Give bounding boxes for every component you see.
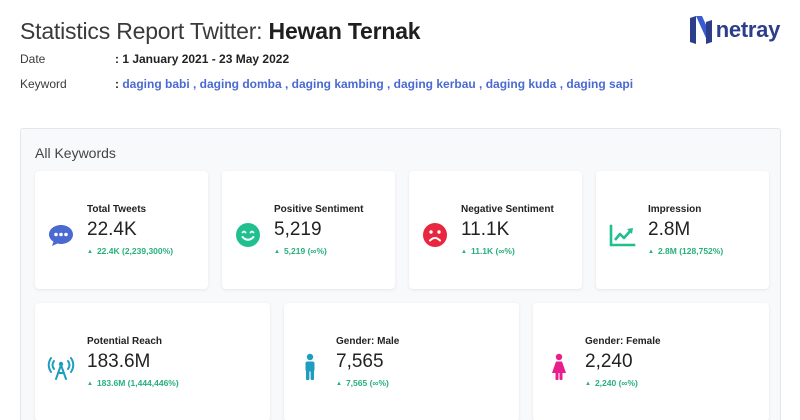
caret-up-icon: ▲ xyxy=(336,381,342,387)
keyword-label: Keyword xyxy=(20,77,67,91)
stat-delta: ▲ 11.1K (∞%) xyxy=(461,246,515,256)
page-title: Statistics Report Twitter: Hewan Ternak xyxy=(20,18,421,45)
stat-value: 5,219 xyxy=(274,219,322,240)
chat-bubble-icon xyxy=(49,225,73,246)
keyword-colon: : xyxy=(115,77,123,91)
date-label: Date xyxy=(20,52,46,66)
stat-label: Gender: Female xyxy=(585,336,661,347)
caret-up-icon: ▲ xyxy=(461,249,467,255)
stat-delta-text: 2,240 (∞%) xyxy=(594,378,638,388)
stat-card-negative-sentiment: Negative Sentiment 11.1K ▲ 11.1K (∞%) xyxy=(409,171,582,289)
stat-card-gender-male: Gender: Male 7,565 ▲ 7,565 (∞%) xyxy=(284,303,519,420)
broadcast-tower-icon xyxy=(47,357,75,380)
logo-text: netray xyxy=(715,17,781,42)
stat-delta: ▲ 7,565 (∞%) xyxy=(336,378,389,388)
caret-up-icon: ▲ xyxy=(648,249,654,255)
stat-value: 183.6M xyxy=(87,351,151,372)
smiley-icon xyxy=(236,223,260,247)
stat-delta: ▲ 5,219 (∞%) xyxy=(274,246,327,256)
stat-delta: ▲ 22.4K (2,239,300%) xyxy=(87,246,173,256)
trend-chart-icon xyxy=(609,224,636,247)
stat-delta-text: 2.8M (128,752%) xyxy=(657,246,724,256)
stat-delta-text: 7,565 (∞%) xyxy=(345,378,389,388)
stat-label: Gender: Male xyxy=(336,336,400,347)
title-prefix: Statistics Report Twitter: xyxy=(20,18,269,44)
caret-up-icon: ▲ xyxy=(87,381,93,387)
panel-title: All Keywords xyxy=(35,145,116,161)
stat-delta: ▲ 2.8M (128,752%) xyxy=(648,246,723,256)
caret-up-icon: ▲ xyxy=(274,249,280,255)
stat-value: 2,240 xyxy=(585,351,633,372)
stat-card-potential-reach: Potential Reach 183.6M ▲ 183.6M (1,444,44… xyxy=(35,303,270,420)
all-keywords-panel: All Keywords Total Tweets 22.4K ▲ 22.4K (… xyxy=(20,128,781,420)
keyword-value-wrap: : daging babi , daging domba , daging ka… xyxy=(115,77,633,91)
stat-value: 7,565 xyxy=(336,351,384,372)
stat-label: Potential Reach xyxy=(87,336,163,347)
male-icon xyxy=(305,353,315,380)
date-value: : 1 January 2021 - 23 May 2022 xyxy=(115,52,290,66)
keyword-value: daging babi , daging domba , daging kamb… xyxy=(122,77,634,91)
stat-delta: ▲ 183.6M (1,444,446%) xyxy=(87,378,179,388)
netray-logo: netray xyxy=(689,16,781,44)
caret-up-icon: ▲ xyxy=(585,381,591,387)
report-header: Statistics Report Twitter: Hewan Ternak … xyxy=(20,16,781,98)
frown-icon xyxy=(423,223,447,247)
stat-value: 2.8M xyxy=(648,219,691,240)
stat-delta: ▲ 2,240 (∞%) xyxy=(585,378,638,388)
stat-delta-text: 183.6M (1,444,446%) xyxy=(96,378,179,388)
stat-card-positive-sentiment: Positive Sentiment 5,219 ▲ 5,219 (∞%) xyxy=(222,171,395,289)
netray-n-logo-icon xyxy=(689,16,712,44)
stat-delta-text: 11.1K (∞%) xyxy=(470,246,515,256)
stat-delta-text: 22.4K (2,239,300%) xyxy=(96,246,174,256)
stat-delta-text: 5,219 (∞%) xyxy=(283,246,327,256)
stat-card-impression: Impression 2.8M ▲ 2.8M (128,752%) xyxy=(596,171,769,289)
stat-card-total-tweets: Total Tweets 22.4K ▲ 22.4K (2,239,300%) xyxy=(35,171,208,289)
stat-label: Positive Sentiment xyxy=(274,204,364,215)
stat-value: 22.4K xyxy=(87,219,137,240)
stat-value: 11.1K xyxy=(461,219,510,240)
title-subject: Hewan Ternak xyxy=(268,18,421,44)
stat-label: Impression xyxy=(648,204,702,215)
stat-card-gender-female: Gender: Female 2,240 ▲ 2,240 (∞%) xyxy=(533,303,769,420)
stat-label: Total Tweets xyxy=(87,204,147,215)
caret-up-icon: ▲ xyxy=(87,249,93,255)
female-icon xyxy=(552,353,566,380)
stat-label: Negative Sentiment xyxy=(461,204,554,215)
